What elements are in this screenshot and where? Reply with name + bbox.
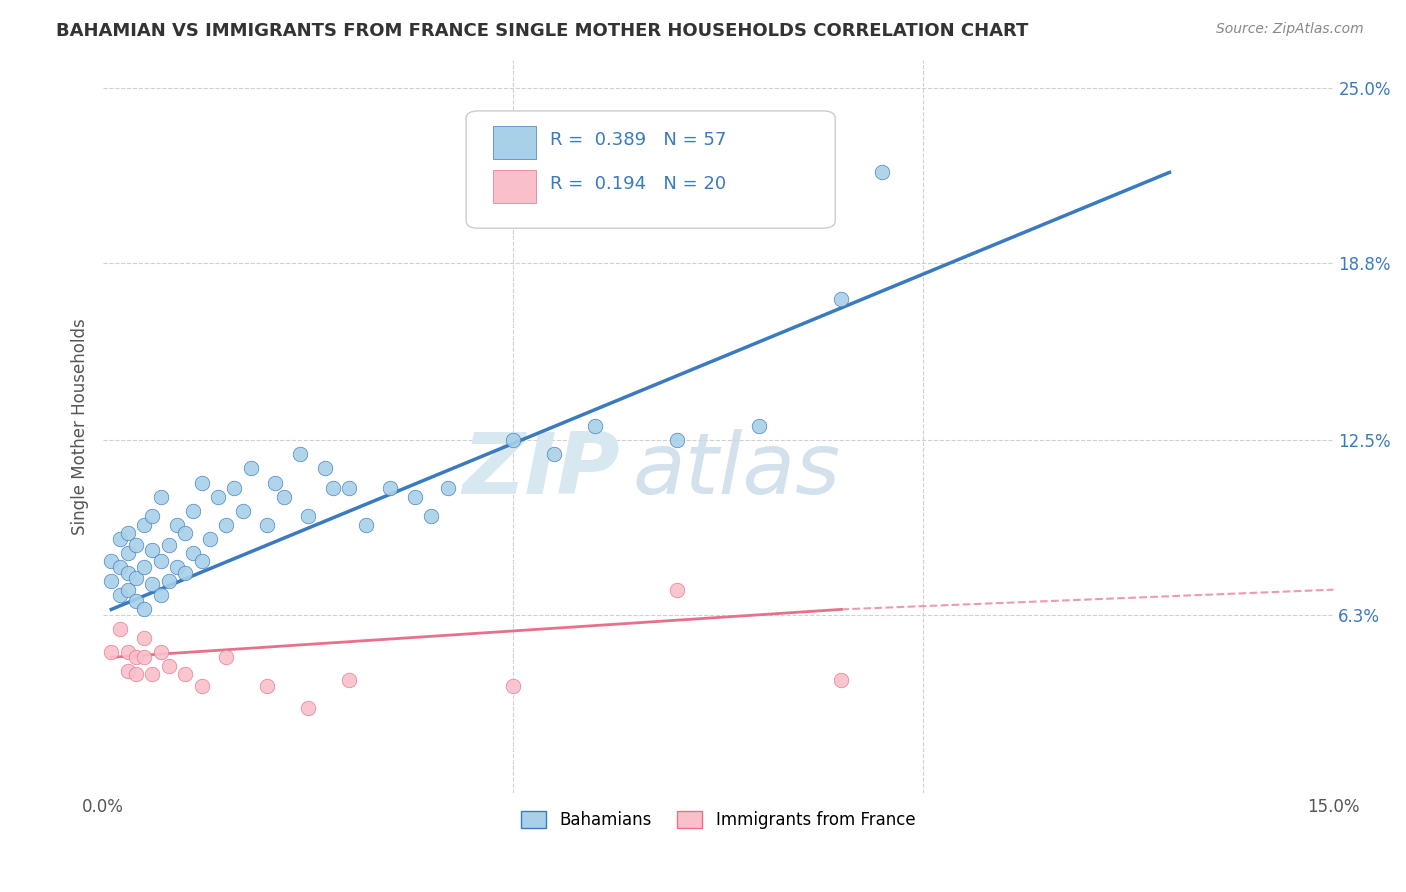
Point xyxy=(830,292,852,306)
Text: R =  0.389   N = 57: R = 0.389 N = 57 xyxy=(550,131,725,149)
Point xyxy=(256,517,278,532)
Point xyxy=(207,490,229,504)
Point xyxy=(125,571,148,585)
Point xyxy=(100,574,122,589)
Point xyxy=(748,419,770,434)
Point xyxy=(141,543,163,558)
Text: R =  0.194   N = 20: R = 0.194 N = 20 xyxy=(550,175,725,194)
Point xyxy=(100,645,122,659)
Point xyxy=(239,461,262,475)
Text: Source: ZipAtlas.com: Source: ZipAtlas.com xyxy=(1216,22,1364,37)
Point xyxy=(174,526,197,541)
Point xyxy=(297,509,319,524)
Point xyxy=(117,582,139,597)
Point xyxy=(157,658,180,673)
Point xyxy=(125,650,148,665)
Text: atlas: atlas xyxy=(633,429,841,512)
Point xyxy=(380,481,402,495)
FancyBboxPatch shape xyxy=(467,111,835,228)
Point xyxy=(125,537,148,551)
Point xyxy=(125,594,148,608)
Point xyxy=(404,490,426,504)
Point xyxy=(149,645,172,659)
Point xyxy=(117,645,139,659)
Point xyxy=(134,631,156,645)
Point xyxy=(141,509,163,524)
Bar xyxy=(494,169,536,202)
Point xyxy=(215,650,238,665)
Point xyxy=(117,566,139,580)
Text: BAHAMIAN VS IMMIGRANTS FROM FRANCE SINGLE MOTHER HOUSEHOLDS CORRELATION CHART: BAHAMIAN VS IMMIGRANTS FROM FRANCE SINGL… xyxy=(56,22,1029,40)
Point xyxy=(232,504,254,518)
Point xyxy=(149,490,172,504)
Point xyxy=(117,526,139,541)
Point xyxy=(190,679,212,693)
Point xyxy=(108,532,131,546)
Point xyxy=(166,517,188,532)
Point xyxy=(198,532,221,546)
Point xyxy=(543,447,565,461)
Point xyxy=(100,554,122,568)
Point xyxy=(166,560,188,574)
Point xyxy=(354,517,377,532)
Point xyxy=(108,588,131,602)
Point xyxy=(125,667,148,681)
Bar xyxy=(494,126,536,159)
Legend: Bahamians, Immigrants from France: Bahamians, Immigrants from France xyxy=(515,804,922,836)
Point xyxy=(215,517,238,532)
Point xyxy=(337,673,360,687)
Point xyxy=(117,546,139,560)
Point xyxy=(149,588,172,602)
Point xyxy=(830,673,852,687)
Point xyxy=(420,509,443,524)
Point xyxy=(174,667,197,681)
Point xyxy=(297,701,319,715)
Point xyxy=(256,679,278,693)
Point xyxy=(190,554,212,568)
Point xyxy=(134,560,156,574)
Point xyxy=(157,537,180,551)
Point xyxy=(337,481,360,495)
Point xyxy=(288,447,311,461)
Point xyxy=(502,434,524,448)
Point xyxy=(183,504,205,518)
Point xyxy=(436,481,458,495)
Point xyxy=(872,165,894,179)
Point xyxy=(117,665,139,679)
Text: ZIP: ZIP xyxy=(463,429,620,512)
Point xyxy=(141,577,163,591)
Y-axis label: Single Mother Households: Single Mother Households xyxy=(72,318,89,534)
Point xyxy=(134,602,156,616)
Point xyxy=(666,582,689,597)
Point xyxy=(224,481,246,495)
Point xyxy=(264,475,287,490)
Point xyxy=(134,517,156,532)
Point xyxy=(502,679,524,693)
Point xyxy=(322,481,344,495)
Point xyxy=(134,650,156,665)
Point xyxy=(666,434,689,448)
Point xyxy=(108,622,131,636)
Point xyxy=(149,554,172,568)
Point xyxy=(190,475,212,490)
Point xyxy=(108,560,131,574)
Point xyxy=(583,419,606,434)
Point xyxy=(174,566,197,580)
Point xyxy=(314,461,336,475)
Point xyxy=(141,667,163,681)
Point xyxy=(183,546,205,560)
Point xyxy=(157,574,180,589)
Point xyxy=(273,490,295,504)
